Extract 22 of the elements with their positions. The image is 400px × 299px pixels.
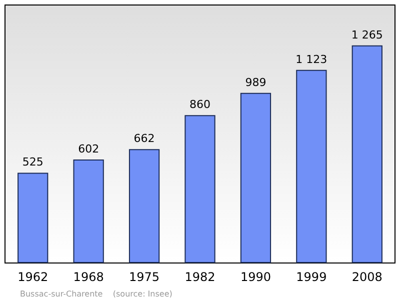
data-label: 989 — [245, 76, 266, 89]
bar — [240, 92, 272, 263]
x-tick-label: 1968 — [73, 270, 104, 284]
data-label: 1 265 — [351, 28, 383, 42]
data-label: 525 — [22, 156, 44, 169]
data-label: 602 — [78, 142, 100, 156]
x-tick-label: 1990 — [240, 270, 271, 284]
bar — [296, 70, 327, 263]
x-tick-label: 1982 — [184, 270, 216, 284]
data-label: 860 — [190, 98, 210, 112]
bar — [73, 159, 104, 263]
data-label: 662 — [134, 132, 155, 146]
bar — [18, 172, 48, 263]
x-tick-label: 1962 — [18, 270, 48, 284]
text: Bussac-sur-Charente (source: Insee) — [20, 290, 172, 298]
bar — [128, 149, 160, 263]
bar — [352, 45, 382, 263]
data-label: 1 123 — [296, 52, 328, 66]
bar — [184, 115, 216, 263]
x-tick-label: 1975 — [129, 270, 160, 284]
x-tick-label: 2008 — [352, 270, 382, 284]
x-tick-label: 1999 — [296, 270, 327, 284]
